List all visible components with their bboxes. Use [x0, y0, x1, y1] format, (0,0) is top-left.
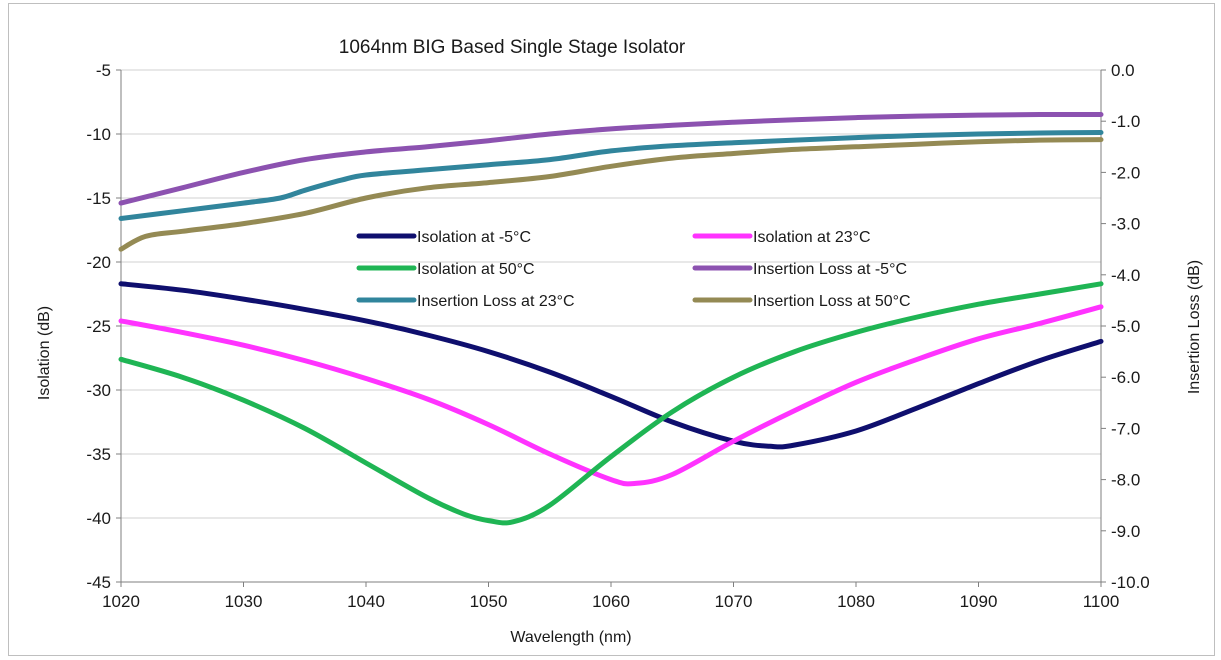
series-line-insertion-loss-at-50c: [118, 137, 1104, 252]
y-tick-label: -25: [86, 317, 111, 336]
y2-tick-label: -8.0: [1111, 471, 1140, 490]
y-tick-label: -10: [86, 125, 111, 144]
y2-tick-label: -4.0: [1111, 266, 1140, 285]
line-chart: 1064nm BIG Based Single Stage Isolator -…: [36, 37, 1203, 646]
x-tick-label: 1070: [715, 592, 753, 611]
y2-tick-label: -7.0: [1111, 419, 1140, 438]
x-axis-title: Wavelength (nm): [510, 629, 631, 646]
series-line-isolation-at-23c: [118, 304, 1104, 487]
legend-label: Isolation at -5°C: [417, 229, 531, 246]
y-tick-label: -20: [86, 253, 111, 272]
x-tick-label: 1080: [837, 592, 875, 611]
x-tick-label: 1040: [347, 592, 385, 611]
legend-label: Isolation at 23°C: [753, 229, 871, 246]
legend-label: Isolation at 50°C: [417, 261, 535, 278]
axes: -5 -10 -15 -20 -25 -30 -35 -40 -45 0.0 -1.0 -2.0 -3.…: [86, 61, 1149, 611]
x-tick-label: 1050: [470, 592, 508, 611]
legend-label: Insertion Loss at 50°C: [753, 293, 911, 310]
y2-axis-title: Insertion Loss (dB): [1186, 260, 1203, 394]
legend-label: Insertion Loss at -5°C: [753, 261, 907, 278]
chart-area: 1064nm BIG Based Single Stage Isolator -…: [8, 3, 1215, 656]
y2-tick-label: -2.0: [1111, 163, 1140, 182]
legend-label: Insertion Loss at 23°C: [417, 293, 575, 310]
y-tick-label: -45: [86, 573, 111, 592]
legend: Isolation at -5°C Isolation at 23°C Isolat…: [356, 229, 911, 310]
y-tick-label: -15: [86, 189, 111, 208]
x-tick-label: 1030: [225, 592, 263, 611]
y2-tick-label: -5.0: [1111, 317, 1140, 336]
y2-tick-label: 0.0: [1111, 61, 1135, 80]
series-lines: [118, 112, 1104, 526]
x-tick-label: 1100: [1083, 592, 1120, 611]
y2-tick-label: -1.0: [1111, 112, 1140, 131]
series-line-isolation-at-5c: [118, 281, 1104, 450]
y2-tick-label: -10.0: [1111, 573, 1150, 592]
y-tick-label: -30: [86, 381, 111, 400]
series-line-isolation-at-50c: [118, 281, 1104, 526]
series-line-insertion-loss-at-23c: [118, 130, 1104, 221]
y2-tick-label: -6.0: [1111, 368, 1140, 387]
x-tick-label: 1090: [960, 592, 998, 611]
y2-tick-label: -9.0: [1111, 522, 1140, 541]
series-line-insertion-loss-at-5c: [118, 112, 1104, 206]
y2-tick-label: -3.0: [1111, 215, 1140, 234]
x-tick-label: 1060: [592, 592, 630, 611]
y-axis-title: Isolation (dB): [36, 306, 53, 400]
gridlines: [121, 69, 1101, 519]
x-tick-label: 1020: [102, 592, 140, 611]
y-tick-label: -40: [86, 509, 111, 528]
y-tick-label: -35: [86, 445, 111, 464]
y-tick-label: -5: [96, 61, 111, 80]
chart-title: 1064nm BIG Based Single Stage Isolator: [339, 37, 686, 58]
